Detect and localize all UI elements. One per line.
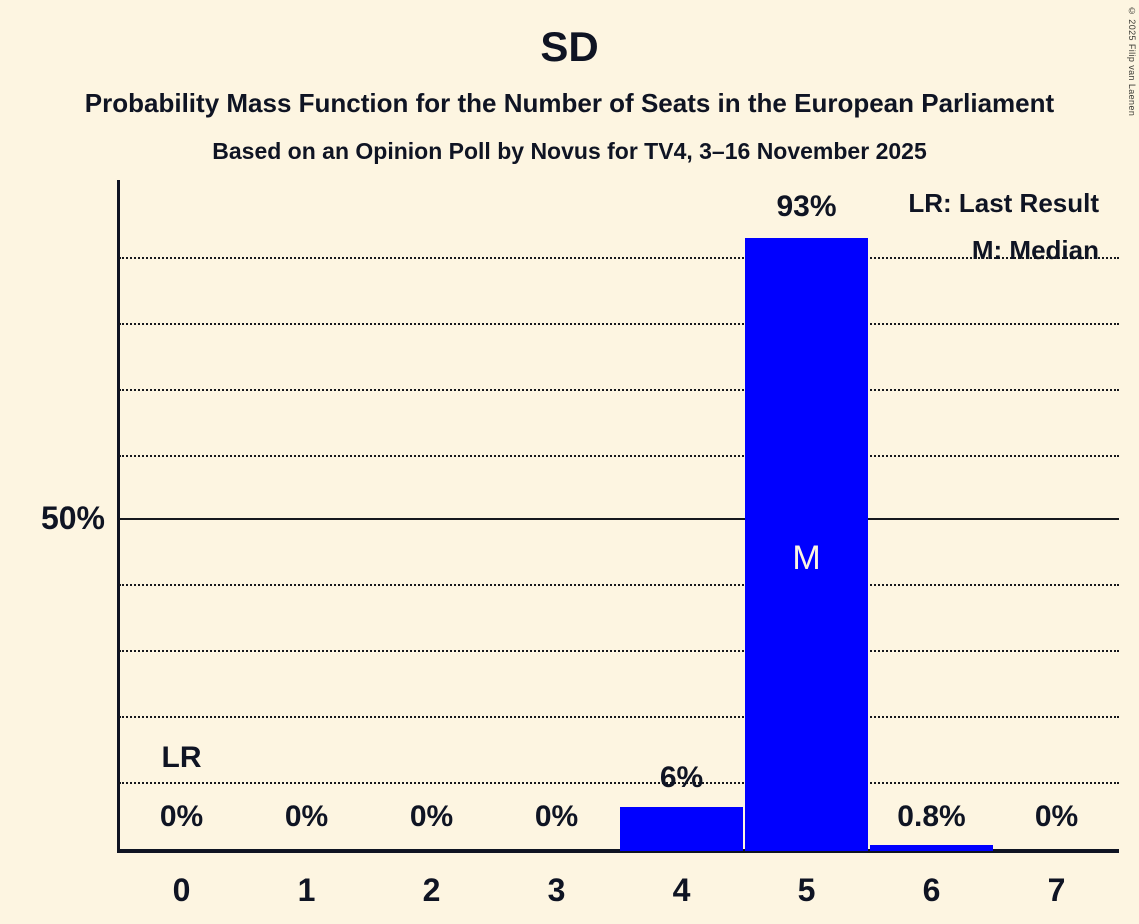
x-axis-tick-label-7: 7 [1047, 872, 1066, 908]
x-axis-tick-label-6: 6 [922, 872, 941, 908]
x-axis-tick-label-5: 5 [797, 872, 816, 908]
gridline-60 [119, 455, 1119, 457]
x-axis-tick-label-4: 4 [672, 872, 691, 908]
value-label-2: 0% [409, 800, 454, 833]
x-axis-tick-label-0: 0 [172, 872, 191, 908]
legend-median: M: Median [971, 235, 1099, 265]
value-label-3: 0% [534, 800, 579, 833]
legend-last-result: LR: Last Result [908, 188, 1099, 218]
x-axis-tick-label-2: 2 [422, 872, 441, 908]
value-label-6: 0.8% [897, 800, 966, 833]
value-label-0: 0% [159, 800, 204, 833]
y-axis-tick-label-50: 50% [40, 500, 105, 536]
gridline-10 [119, 782, 1119, 784]
bar-4[interactable] [620, 807, 743, 851]
gridline-80 [119, 323, 1119, 325]
gridline-30 [119, 650, 1119, 652]
chart-subtitle-primary: Probability Mass Function for the Number… [84, 88, 1055, 118]
value-label-4: 6% [659, 761, 704, 794]
chart-title: SD [540, 23, 599, 70]
chart-subtitle-secondary: Based on an Opinion Poll by Novus for TV… [212, 138, 927, 164]
bar-6[interactable] [870, 845, 993, 851]
gridline-70 [119, 389, 1119, 391]
x-axis-tick-label-3: 3 [547, 872, 566, 908]
value-label-7: 0% [1034, 800, 1079, 833]
bar-5[interactable]: M [745, 238, 868, 851]
plot-area: M LR 0% 0% 0% 0% 6% 93% 0.8% 0% LR: Last… [119, 180, 1119, 851]
gridline-20 [119, 716, 1119, 718]
median-marker-label: M [792, 539, 821, 577]
last-result-marker-label: LR [161, 741, 202, 774]
value-label-1: 0% [284, 800, 329, 833]
x-axis-line [119, 849, 1119, 853]
gridline-90 [119, 257, 1119, 259]
copyright-notice: © 2025 Filip van Laenen [1127, 6, 1137, 117]
x-axis-tick-label-1: 1 [297, 872, 316, 908]
value-label-5: 93% [776, 190, 837, 223]
y-axis-line [117, 180, 120, 853]
gridline-40 [119, 584, 1119, 586]
gridline-50 [119, 518, 1119, 520]
